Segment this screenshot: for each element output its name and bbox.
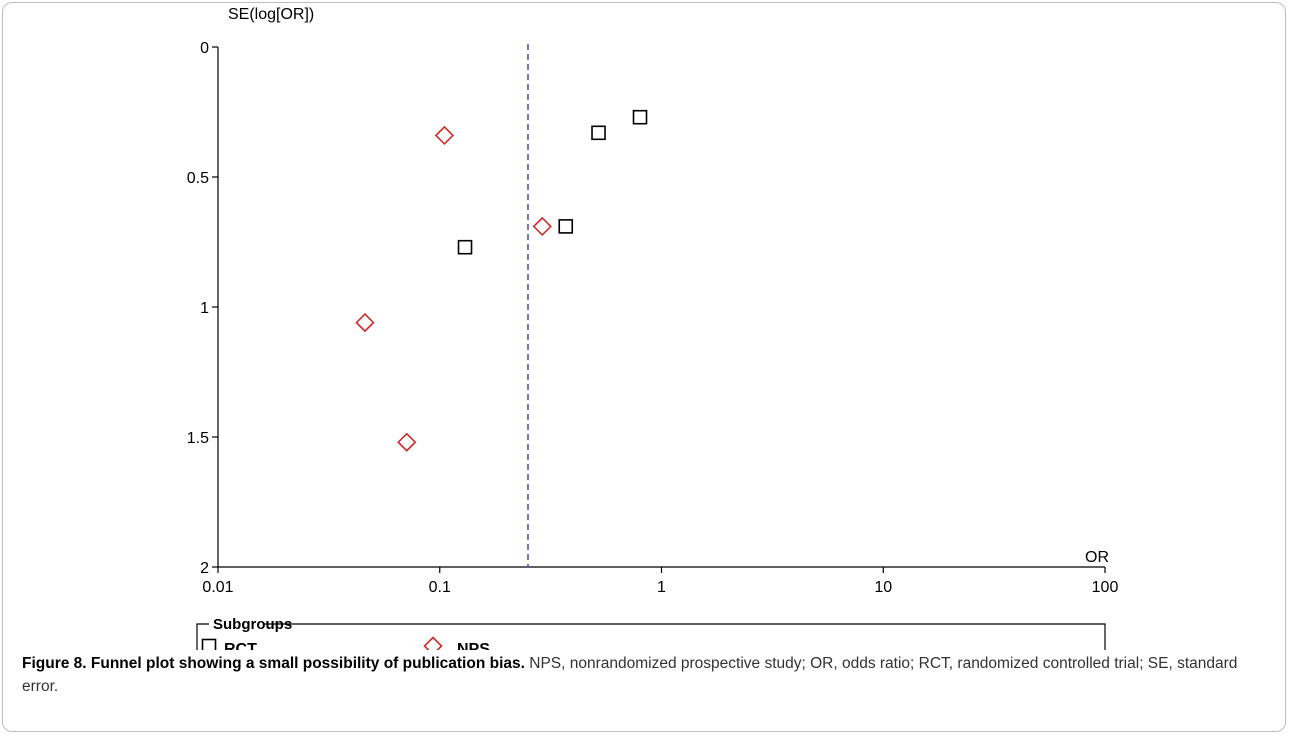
x-tick-label: 1 (657, 579, 666, 596)
x-tick-label: 10 (874, 579, 892, 596)
nps-point (434, 125, 455, 146)
x-tick-label: 0.1 (429, 579, 451, 596)
x-tick-label: 100 (1092, 579, 1119, 596)
y-tick-label: 1.5 (187, 430, 209, 447)
legend-rct-label: RCT (224, 641, 257, 650)
nps-point (532, 216, 552, 237)
y-tick-label: 0.5 (187, 170, 209, 187)
figure-caption: Figure 8. Funnel plot showing a small po… (22, 652, 1272, 698)
y-tick-label: 0 (200, 40, 209, 57)
nps-point (355, 312, 375, 333)
y-tick-label: 1 (200, 300, 209, 317)
legend-rct-icon (201, 638, 217, 650)
rct-point (457, 239, 473, 255)
y-tick-label: 2 (200, 560, 209, 577)
caption-text: NPS, nonrandomized prospective study; OR… (22, 655, 1238, 695)
caption-title: Figure 8. Funnel plot showing a small po… (22, 655, 525, 672)
legend-title: Subgroups (213, 616, 292, 633)
x-tick-label: 0.01 (202, 579, 233, 596)
nps-point (397, 432, 417, 452)
funnel-plot: 0 0.5 1 1.5 2 0.01 0.1 1 10 100 SE(log[OR]) OR Subgr… (187, 6, 1119, 650)
rct-point (591, 125, 606, 141)
legend-box (196, 623, 1106, 650)
rct-point (558, 219, 574, 234)
y-axis-label: SE(log[OR]) (228, 6, 314, 23)
legend-nps-icon (423, 636, 443, 650)
rct-point (632, 109, 648, 125)
x-axis-label: OR (1085, 549, 1109, 566)
legend-nps-label: NPS (457, 641, 490, 650)
